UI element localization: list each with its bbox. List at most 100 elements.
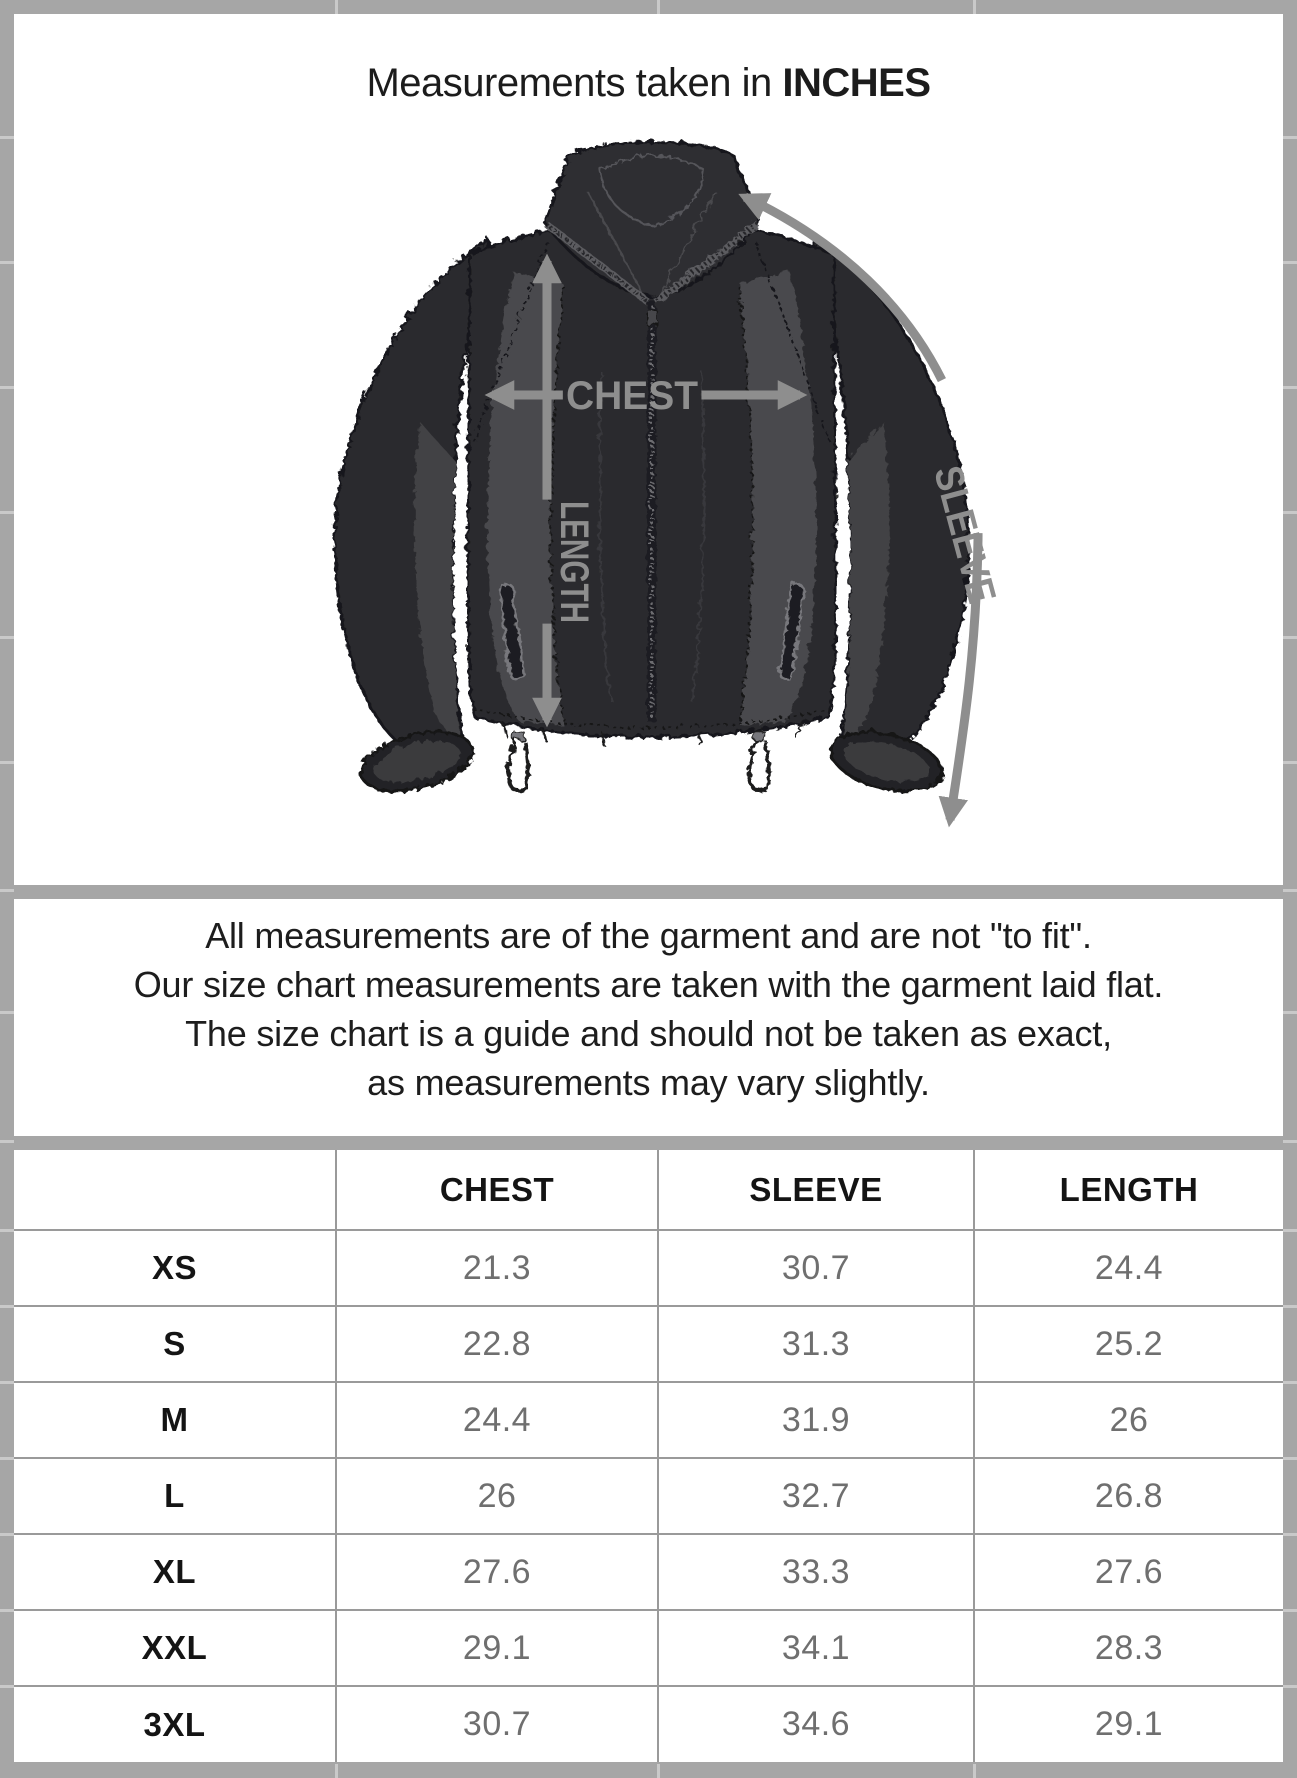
frame-notch: [0, 1609, 14, 1612]
table-row: M 24.4 31.9 26: [14, 1381, 1283, 1459]
measurement-value-sleeve: 32.7: [657, 1457, 975, 1535]
measurement-value-chest: 21.3: [335, 1229, 659, 1307]
frame-notch: [1283, 511, 1297, 514]
size-label: L: [14, 1457, 337, 1535]
table-row: XXL 29.1 34.1 28.3: [14, 1609, 1283, 1687]
frame-notch: [0, 1457, 14, 1460]
frame-notch: [1283, 1457, 1297, 1460]
size-label: XL: [14, 1533, 337, 1611]
disclaimer-line: All measurements are of the garment and …: [205, 915, 1092, 956]
frame-notch: [0, 1140, 14, 1143]
measurement-value-sleeve: 33.3: [657, 1533, 975, 1611]
measurement-value-length: 24.4: [973, 1229, 1283, 1307]
corner-cell: [14, 1150, 337, 1231]
chest-arrow-label: CHEST: [566, 374, 698, 418]
measurement-value-length: 27.6: [973, 1533, 1283, 1611]
size-table-body: XS 21.3 30.7 24.4 S 22.8 31.3 25.2 M 24.4 31.9 26 L 2…: [14, 1229, 1283, 1762]
frame-notch: [0, 1011, 14, 1014]
frame-notch: [0, 889, 14, 892]
frame-notch: [1283, 1685, 1297, 1688]
frame-notch: [1283, 386, 1297, 389]
measurement-value-chest: 30.7: [335, 1685, 659, 1762]
disclaimer-line: as measurements may vary slightly.: [367, 1062, 930, 1103]
measurement-value-chest: 22.8: [335, 1305, 659, 1383]
measurement-value-chest: 26: [335, 1457, 659, 1535]
frame-notch: [1283, 1609, 1297, 1612]
size-table-section: CHEST SLEEVE LENGTH XS 21.3 30.7 24.4 S 22.8 3…: [14, 1150, 1283, 1762]
frame-notch: [1283, 1229, 1297, 1232]
table-row: L 26 32.7 26.8: [14, 1457, 1283, 1535]
left-cord-lock: [510, 729, 524, 740]
frame-notch: [0, 1305, 14, 1308]
hem-gathers: [499, 719, 801, 745]
measurement-value-length: 26: [973, 1381, 1283, 1459]
title-unit: INCHES: [782, 61, 931, 105]
size-label: XXL: [14, 1609, 337, 1687]
frame-notch: [1283, 1381, 1297, 1384]
size-label: S: [14, 1305, 337, 1383]
right-drawcord: [745, 738, 770, 791]
frame-notch: [0, 636, 14, 639]
title-text: Measurements taken in: [366, 61, 772, 105]
disclaimer-line: The size chart is a guide and should not…: [185, 1013, 1112, 1054]
size-label: M: [14, 1381, 337, 1459]
table-header-row: CHEST SLEEVE LENGTH: [14, 1150, 1283, 1231]
right-cord-lock: [751, 729, 765, 740]
frame-notch: [1283, 1011, 1297, 1014]
page-title: Measurements taken in INCHES: [14, 58, 1283, 108]
frame-notch: [0, 261, 14, 264]
length-arrow-label: LENGTH: [552, 501, 596, 623]
frame-notch: [1283, 261, 1297, 264]
left-pocket: [497, 581, 523, 679]
frame-notch: [0, 761, 14, 764]
frame-notch: [973, 1764, 976, 1778]
disclaimer-section: All measurements are of the garment and …: [14, 899, 1283, 1136]
size-table: CHEST SLEEVE LENGTH XS 21.3 30.7 24.4 S 22.8 3…: [14, 1150, 1283, 1762]
frame-notch: [0, 1685, 14, 1688]
table-row: 3XL 30.7 34.6 29.1: [14, 1685, 1283, 1762]
frame-notch: [0, 136, 14, 139]
frame-notch: [1283, 1140, 1297, 1143]
frame-notch: [335, 1764, 338, 1778]
diagram-section: Measurements taken in INCHES: [14, 14, 1283, 885]
collar-fold-lines: [585, 189, 715, 299]
frame-notch: [1283, 1305, 1297, 1308]
size-label: 3XL: [14, 1685, 337, 1762]
column-header-chest: CHEST: [335, 1150, 659, 1231]
column-header-length: LENGTH: [973, 1150, 1283, 1231]
sleeve-arrow: [738, 192, 983, 828]
frame-notch: [1283, 889, 1297, 892]
measurement-value-length: 28.3: [973, 1609, 1283, 1687]
measurement-value-sleeve: 34.6: [657, 1685, 975, 1762]
frame-notch: [1283, 1533, 1297, 1536]
jacket-diagram: CHEST LENGTH SLEEVE: [331, 139, 1000, 828]
measurement-value-sleeve: 31.3: [657, 1305, 975, 1383]
frame-notch: [0, 1229, 14, 1232]
measurement-value-sleeve: 30.7: [657, 1229, 975, 1307]
frame-notch: [973, 0, 976, 14]
measurement-value-length: 26.8: [973, 1457, 1283, 1535]
collar-inner-line: [596, 153, 704, 226]
jacket-artwork: [331, 139, 969, 792]
table-row: XL 27.6 33.3 27.6: [14, 1533, 1283, 1611]
frame-notch: [0, 1381, 14, 1384]
jacket-collar: [540, 139, 760, 298]
frame-notch: [0, 1533, 14, 1536]
left-cuff: [357, 728, 473, 792]
measurement-value-sleeve: 34.1: [657, 1609, 975, 1687]
measurement-value-sleeve: 31.9: [657, 1381, 975, 1459]
frame-notch: [0, 511, 14, 514]
frame-notch: [1283, 761, 1297, 764]
measurement-value-chest: 24.4: [335, 1381, 659, 1459]
disclaimer-text: All measurements are of the garment and …: [14, 911, 1283, 1107]
zipper-pull: [644, 307, 656, 325]
left-sleeve-panel: [412, 420, 460, 752]
disclaimer-line: Our size chart measurements are taken wi…: [133, 964, 1164, 1005]
measurement-value-length: 29.1: [973, 1685, 1283, 1762]
frame-notch: [0, 386, 14, 389]
measurement-value-length: 25.2: [973, 1305, 1283, 1383]
zip-tape-left-teeth: [542, 220, 648, 302]
fabric-creases: [597, 369, 703, 701]
measurement-value-chest: 29.1: [335, 1609, 659, 1687]
